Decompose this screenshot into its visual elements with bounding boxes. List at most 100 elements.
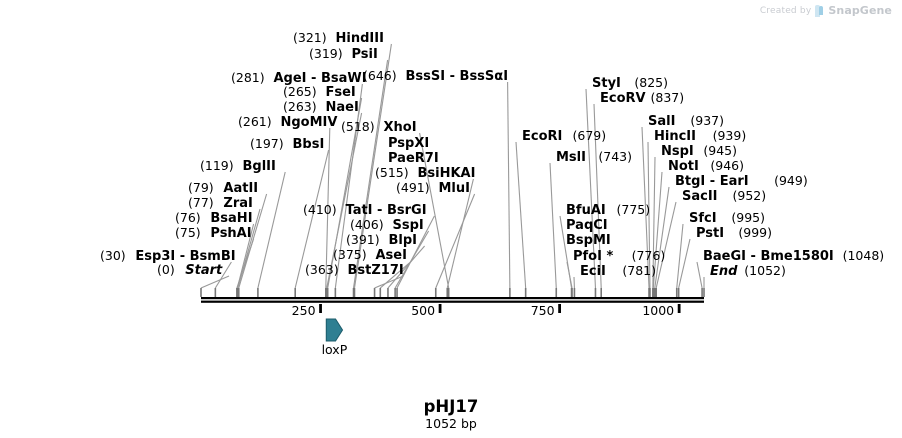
restriction-site-label[interactable]: NotI (946): [668, 158, 744, 174]
restriction-site-label[interactable]: (0) Start: [157, 262, 223, 278]
restriction-site-label[interactable]: (319) PsiI: [309, 46, 378, 62]
label-leader-line: [238, 193, 268, 289]
enzyme-name: EcoRI: [522, 129, 562, 144]
site-position-label: (515): [375, 165, 409, 180]
axis-line-top: [201, 297, 704, 300]
restriction-site-label[interactable]: EciI (781): [580, 263, 656, 279]
restriction-site-label[interactable]: (77) ZraI: [188, 195, 253, 211]
restriction-site-label[interactable]: (518) XhoI: [341, 119, 417, 135]
restriction-site-label[interactable]: (375) AseI: [333, 247, 407, 263]
enzyme-name: HindIII: [336, 31, 384, 46]
restriction-site-label[interactable]: (363) BstZ17I: [305, 262, 404, 278]
restriction-site-label[interactable]: EcoRV (837): [600, 90, 684, 106]
sequence-axis: [201, 297, 704, 303]
enzyme-name: ZraI: [223, 196, 252, 211]
site-position-label: (825): [634, 75, 668, 90]
restriction-site-label[interactable]: BspMI: [566, 233, 611, 248]
restriction-site-label[interactable]: (410) TatI - BsrGI: [303, 202, 427, 218]
restriction-site-label[interactable]: (263) NaeI: [283, 99, 359, 115]
restriction-site-label[interactable]: (30) Esp3I - BsmBI: [100, 248, 236, 264]
restriction-site-label[interactable]: (79) AatII: [188, 180, 258, 196]
restriction-site-label[interactable]: (391) BlpI: [346, 232, 417, 248]
enzyme-name: PstI: [696, 226, 724, 241]
restriction-site-label[interactable]: (261) NgoMIV: [238, 114, 337, 130]
label-leader-line: [294, 149, 330, 289]
ruler-tick-label: 500: [411, 303, 435, 318]
restriction-site-label[interactable]: (119) BglII: [200, 158, 276, 174]
enzyme-name: BspMI: [566, 233, 611, 248]
restriction-site-label[interactable]: BtgI - EarI (949): [675, 173, 808, 189]
feature-arrow[interactable]: [325, 318, 344, 342]
restriction-site-label[interactable]: (75) PshAI: [175, 225, 252, 241]
enzyme-name: EciI: [580, 264, 606, 279]
label-leader-line: [334, 83, 363, 289]
label-leader-line: [593, 103, 602, 289]
restriction-site-label[interactable]: HincII (939): [654, 128, 746, 144]
restriction-site-label[interactable]: (321) HindIII: [293, 30, 384, 46]
restriction-site-label[interactable]: PaeR7I: [388, 151, 439, 166]
ruler-tick-mark: [319, 304, 322, 313]
restriction-site-label[interactable]: BfuAI (775): [566, 202, 650, 218]
restriction-site-label[interactable]: (491) MluI: [396, 180, 470, 196]
restriction-site-label[interactable]: End (1052): [710, 263, 786, 279]
restriction-site-label[interactable]: (197) BbsI: [250, 136, 324, 152]
label-leader-line: [641, 126, 650, 289]
restriction-site-label[interactable]: (646) BssSI - BssSαI: [363, 68, 508, 84]
restriction-site-label[interactable]: PspXI: [388, 136, 429, 151]
site-position-label: (321): [293, 30, 327, 45]
restriction-site-label[interactable]: SalI (937): [648, 113, 724, 129]
label-leader-line: [678, 238, 691, 289]
restriction-site-label[interactable]: SacII (952): [682, 188, 766, 204]
plasmid-name: pHJ17: [424, 397, 479, 416]
ruler-tick-label: 1000: [642, 303, 674, 318]
restriction-site-label[interactable]: MslI (743): [556, 149, 632, 165]
label-leader-line: [379, 260, 412, 289]
restriction-site-label[interactable]: StyI (825): [592, 75, 668, 91]
site-position-label: (319): [309, 46, 343, 61]
enzyme-name: NotI: [668, 159, 699, 174]
axis-line-bottom: [201, 300, 704, 303]
label-leader-line: [374, 275, 404, 289]
label-leader-line: [652, 171, 663, 289]
site-position-label: (679): [573, 128, 607, 143]
label-leader-line: [396, 215, 435, 289]
restriction-site-label[interactable]: PaqCI: [566, 218, 608, 233]
site-position-label: (646): [363, 68, 397, 83]
restriction-site-label[interactable]: (265) FseI: [283, 84, 356, 100]
label-leader-line: [387, 245, 426, 289]
enzyme-name: HincII: [654, 129, 696, 144]
restriction-site-label[interactable]: (281) AgeI - BsaWI: [231, 70, 367, 86]
enzyme-name: BbsI: [293, 137, 325, 152]
watermark-brand: SnapGene: [828, 4, 892, 17]
restriction-site-label[interactable]: (515) BsiHKAI: [375, 165, 475, 181]
ruler-tick-label-layer: 250 500 750 1000: [292, 303, 681, 318]
site-position-label: (491): [396, 180, 430, 195]
site-position-label: (939): [713, 128, 747, 143]
site-position-label: (263): [283, 99, 317, 114]
restriction-site-label[interactable]: SfcI (995): [689, 210, 765, 226]
label-leader-line: [419, 132, 450, 289]
label-leader-line: [237, 208, 261, 289]
restriction-site-label[interactable]: PfoI * (776): [573, 248, 665, 264]
feature-loxP[interactable]: loxP: [322, 318, 348, 357]
ruler-tick-label: 750: [531, 303, 555, 318]
enzyme-name: BaeGI - Bme1580I: [703, 249, 834, 264]
restriction-site-label[interactable]: NspI (945): [661, 143, 737, 159]
label-leader-line: [352, 59, 389, 289]
site-position-label: (197): [250, 136, 284, 151]
leader-line-layer: [200, 43, 705, 289]
restriction-site-label[interactable]: BaeGI - Bme1580I (1048): [703, 248, 884, 264]
feature-layer: loxP: [322, 318, 348, 357]
enzyme-name: XhoI: [384, 120, 417, 135]
restriction-site-label[interactable]: EcoRI (679): [522, 128, 606, 144]
restriction-site-label[interactable]: (76) BsaHI: [175, 210, 253, 226]
label-leader-line: [676, 223, 684, 289]
label-leader-line: [585, 88, 597, 289]
restriction-site-label[interactable]: PstI (999): [696, 225, 772, 241]
enzyme-name: BssSI - BssSαI: [406, 69, 509, 84]
enzyme-name: AgeI - BsaWI: [274, 71, 367, 86]
restriction-site-label[interactable]: (406) SspI: [350, 217, 424, 233]
